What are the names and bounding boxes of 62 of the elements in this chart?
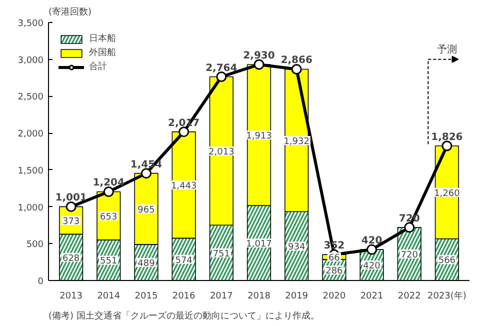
- data-label: 628: [62, 254, 80, 264]
- y-tick-label: 0: [38, 277, 44, 287]
- y-tick-label: 1,000: [18, 203, 44, 214]
- data-label: 574: [175, 256, 193, 266]
- data-label: 286: [326, 266, 344, 276]
- x-tick-label: 2014: [97, 292, 120, 302]
- data-label: 2,764: [206, 62, 238, 74]
- point: [291, 64, 302, 74]
- data-label: 551: [100, 256, 118, 267]
- x-tick-label: 2020: [322, 292, 346, 302]
- data-label: 566: [438, 256, 456, 266]
- category-label: 2023(年): [427, 292, 466, 302]
- data-label: 1,204: [92, 178, 124, 189]
- data-label: 1,443: [170, 182, 197, 192]
- data-label: 1,017: [246, 240, 272, 250]
- x-tick-label: 2019: [285, 292, 308, 302]
- point: [103, 186, 114, 197]
- data-label: 2,866: [280, 55, 312, 66]
- point: [178, 126, 190, 138]
- y-tick-label: 3,500: [18, 19, 44, 29]
- point: [404, 222, 415, 233]
- y-tick-label: 2,500: [18, 92, 44, 103]
- data-label: 1,932: [284, 136, 310, 147]
- data-label: 420: [361, 236, 382, 247]
- x-tick-label: 2013: [60, 292, 83, 302]
- point: [140, 168, 152, 179]
- y-axis-title: (寄港回数): [48, 6, 92, 18]
- x-tick-label: 2018: [248, 292, 271, 302]
- x-tick-label: 2021: [360, 292, 384, 302]
- annotation: 予測: [436, 43, 457, 56]
- x-tick-label: 2016: [172, 292, 196, 302]
- data-label: 373: [62, 216, 80, 227]
- data-label: 2,013: [208, 147, 234, 158]
- data-label: 965: [138, 205, 155, 216]
- text: (備考) 国土交通省「クルーズの最近の動向について」により作成。: [48, 310, 320, 322]
- data-label: 751: [212, 249, 230, 260]
- data-label: 1,260: [434, 188, 460, 199]
- y-tick-label: 1,500: [18, 166, 44, 176]
- data-label: 1,913: [246, 132, 272, 142]
- legend-label: 日本船: [89, 32, 116, 45]
- data-label: 66: [328, 253, 340, 264]
- y-tick-label: 500: [26, 240, 44, 250]
- x-tick-label: 2015: [134, 292, 158, 302]
- data-label: 934: [288, 242, 306, 253]
- y-tick-label: 3,000: [18, 56, 44, 66]
- point: [442, 140, 452, 152]
- data-label: 489: [138, 258, 156, 269]
- legend-label: 外国船: [89, 46, 116, 59]
- data-label: 1,001: [55, 192, 87, 204]
- data-label: 653: [100, 212, 118, 222]
- data-label: 720: [400, 250, 418, 260]
- y-tick-label: 2,000: [18, 130, 44, 140]
- x-tick-label: 2017: [210, 292, 233, 302]
- data-label: 420: [363, 262, 381, 272]
- point: [366, 244, 378, 255]
- x-tick-label: 2022: [398, 292, 421, 302]
- point: [254, 59, 264, 70]
- point: [216, 72, 227, 82]
- point: [66, 201, 76, 212]
- data-label: 1,826: [431, 132, 463, 143]
- data-label: 2,930: [243, 50, 275, 62]
- legend-label: 合計: [89, 60, 108, 73]
